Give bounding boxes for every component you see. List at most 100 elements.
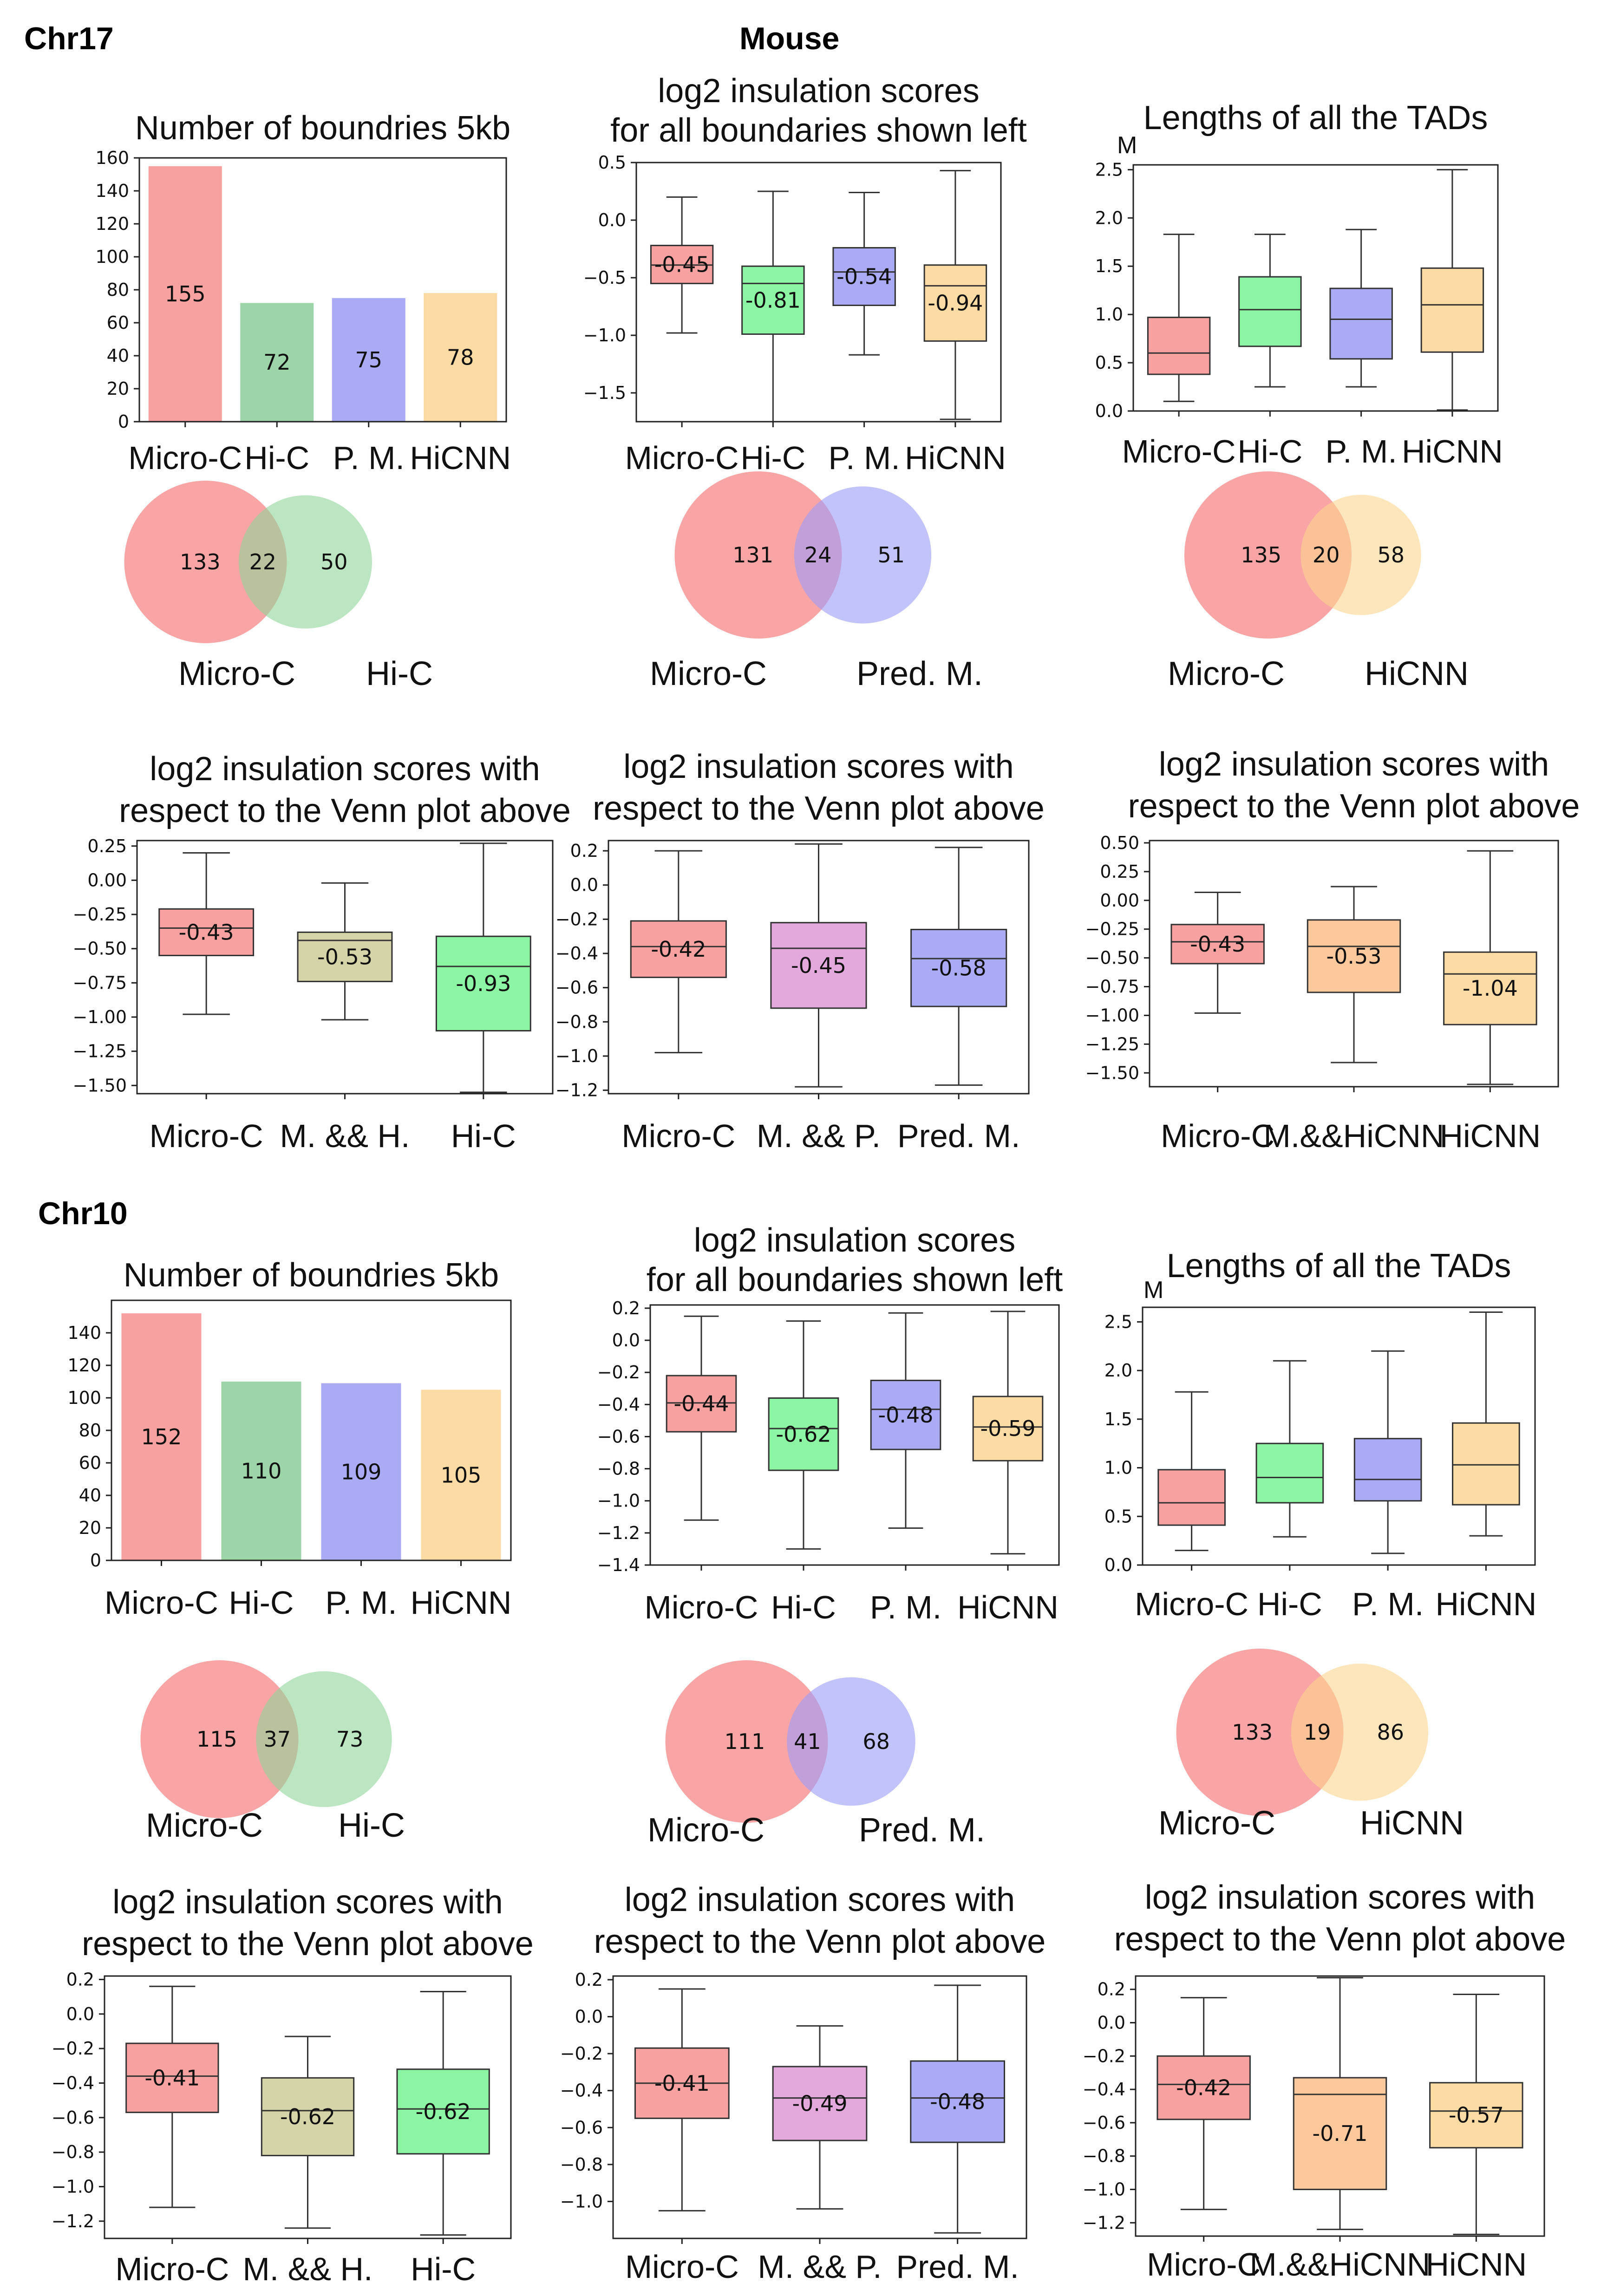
c17_bar-bar-4 — [424, 293, 497, 422]
c10_b2-ytick-label: −1.0 — [560, 2191, 603, 2211]
c17_bar-ytick-label: 60 — [107, 313, 129, 333]
c17_b1-category-label: Hi-C — [451, 1118, 516, 1154]
c10_bar-ytick-label: 0 — [90, 1550, 101, 1571]
c17_b3-category-label: Micro-C — [1161, 1118, 1274, 1154]
c10_v2-circle-a — [665, 1660, 828, 1823]
c17_b3-ytick-label: −0.25 — [1085, 919, 1139, 939]
c10_tad-category-label: P. M. — [1352, 1586, 1424, 1622]
c17_b3-ytick-label: 0.00 — [1100, 890, 1139, 911]
c17_b2-ytick-label: −0.6 — [555, 978, 598, 998]
c10_bar-bar-value-label: 110 — [241, 1459, 282, 1484]
c17_bar-ytick-label: 40 — [107, 346, 129, 366]
c17_box1-category-label: Micro-C — [625, 440, 739, 476]
c17_b2-box-value-label: -0.58 — [931, 955, 987, 980]
c10_b1-box-1 — [125, 2042, 219, 2113]
c10_box1-box-1 — [666, 1375, 737, 1433]
c10_bar-ytick-label: 80 — [79, 1420, 101, 1441]
c10_v2-set-label-a: Micro-C — [647, 1812, 765, 1849]
c17_bar-ytick-label: 160 — [95, 148, 129, 168]
c10_box1-box-value-label: -0.48 — [878, 1402, 933, 1428]
c17_bar-category-label: P. M. — [333, 440, 405, 476]
c17_b3-box-1 — [1170, 924, 1265, 965]
c10_b3-ytick-label: −0.6 — [1083, 2113, 1125, 2133]
c10_b1-ytick-label: −1.2 — [52, 2211, 94, 2231]
c17_tad-ytick-label: 2.0 — [1095, 208, 1123, 228]
c10_v2-count-overlap: 41 — [794, 1729, 821, 1754]
c17_b2-ytick-label: −0.8 — [555, 1011, 598, 1032]
c17_b1-box-value-label: -0.93 — [456, 971, 511, 996]
c10_v2-circle-b — [787, 1677, 915, 1806]
c17_tad-category-label: P. M. — [1325, 433, 1397, 470]
c17_bar-bar-value-label: 78 — [447, 345, 474, 370]
c10_v3-count-overlap: 19 — [1304, 1720, 1331, 1745]
c17_b3-ytick-label: −1.25 — [1085, 1034, 1139, 1054]
c17_box1-title-line-2: for all boundaries shown left — [610, 112, 1027, 149]
c17_tad-plot-frame — [1132, 164, 1499, 412]
c10_b3-box-value-label: -0.42 — [1176, 2075, 1231, 2100]
c17_box1-ytick-label: 0.5 — [598, 152, 626, 173]
c17_bar-bar-value-label: 75 — [355, 347, 382, 372]
c17_b2-box-value-label: -0.45 — [791, 953, 846, 978]
c10_b3-ytick-label: −0.2 — [1083, 2046, 1125, 2066]
c17_b1-ytick-label: 0.25 — [87, 836, 127, 856]
c10_bar-plot-frame — [111, 1299, 512, 1561]
c10_tad-category-label: Hi-C — [1257, 1586, 1322, 1622]
c10_b1-title-line-1: log2 insulation scores with — [112, 1884, 503, 1921]
c10_tad-ytick-label: 1.5 — [1104, 1409, 1132, 1429]
c17_box1-box-4 — [923, 264, 987, 342]
c10_v1-circle-a — [140, 1660, 299, 1818]
c17_v2-count-only-a: 131 — [732, 542, 773, 567]
c10_b2-title-line-2: respect to the Venn plot above — [594, 1923, 1046, 1960]
c17_b2-box-3 — [910, 928, 1007, 1007]
c10_tad-plot-frame — [1142, 1306, 1536, 1566]
c17_b2-category-label: M. && P. — [757, 1118, 881, 1154]
c17_box1-box-value-label: -0.81 — [745, 287, 801, 313]
c17_b1-ytick-label: −1.50 — [73, 1075, 127, 1096]
c17_b3-ytick-label: 0.50 — [1100, 833, 1139, 853]
c10_v2-count-only-b: 68 — [863, 1729, 890, 1754]
c10_box1-box-value-label: -0.59 — [980, 1416, 1035, 1441]
c10_b1-box-2 — [261, 2077, 355, 2157]
c10_bar-ytick-label: 120 — [67, 1355, 101, 1376]
c17_bar-bar-2 — [240, 303, 314, 422]
c17_bar-title-line-1: Number of boundries 5kb — [135, 110, 510, 147]
c10_b2-box-2 — [772, 2066, 868, 2141]
c10_tad-title-line-1: Lengths of all the TADs — [1167, 1247, 1511, 1285]
c17_bar-category-label: Micro-C — [128, 440, 242, 476]
c10_b3-category-label: M.&&HiCNN — [1250, 2246, 1431, 2283]
c10_bar-category-label: Hi-C — [229, 1585, 294, 1621]
c10_b2-title-line-1: log2 insulation scores with — [625, 1881, 1015, 1918]
c17_b1-box-3 — [435, 935, 531, 1031]
c10_tad-box-1 — [1157, 1469, 1226, 1526]
c17_v2-count-overlap: 24 — [804, 542, 832, 567]
c17_bar-ytick-label: 120 — [95, 214, 129, 234]
c10_b2-ytick-label: −0.4 — [560, 2081, 603, 2101]
c17_b2-ytick-label: 0.2 — [570, 841, 598, 861]
c17_b3-box-value-label: -0.53 — [1326, 944, 1381, 969]
c10_box1-ytick-label: 0.0 — [612, 1330, 640, 1350]
c10_v3-count-only-b: 86 — [1377, 1720, 1405, 1745]
c17_b3-title-line-2: respect to the Venn plot above — [1128, 788, 1580, 825]
c10_box1-title-line-1: log2 insulation scores — [694, 1222, 1015, 1259]
c17_tad-category-label: Hi-C — [1237, 433, 1302, 470]
c17_bar-bar-value-label: 72 — [263, 350, 291, 375]
c17_b2-ytick-label: 0.0 — [570, 875, 598, 895]
c10_box1-ytick-label: −0.4 — [597, 1394, 640, 1415]
c17_b1-box-value-label: -0.53 — [317, 944, 372, 969]
c17_b3-ytick-label: −0.50 — [1085, 948, 1139, 968]
c10_box1-ytick-label: −1.0 — [597, 1491, 640, 1511]
c17_v3-count-overlap: 20 — [1313, 542, 1340, 567]
c10_box1-box-3 — [870, 1379, 941, 1450]
c17_b2-ytick-label: −1.0 — [555, 1046, 598, 1066]
c10_b1-ytick-label: −0.6 — [52, 2107, 94, 2128]
c10_b2-category-label: Micro-C — [625, 2249, 739, 2285]
c17_b2-plot-frame — [608, 840, 1030, 1095]
c10_b2-category-label: Pred. M. — [896, 2249, 1019, 2285]
c17_b3-box-2 — [1307, 919, 1401, 993]
c10_b2-box-value-label: -0.49 — [792, 2091, 847, 2116]
c17_b1-plot-frame — [136, 840, 554, 1095]
c10_tad-ytick-label: 2.5 — [1104, 1311, 1132, 1332]
c17_bar-category-label: HiCNN — [410, 440, 511, 476]
c10_b2-category-label: M. && P. — [758, 2249, 882, 2285]
